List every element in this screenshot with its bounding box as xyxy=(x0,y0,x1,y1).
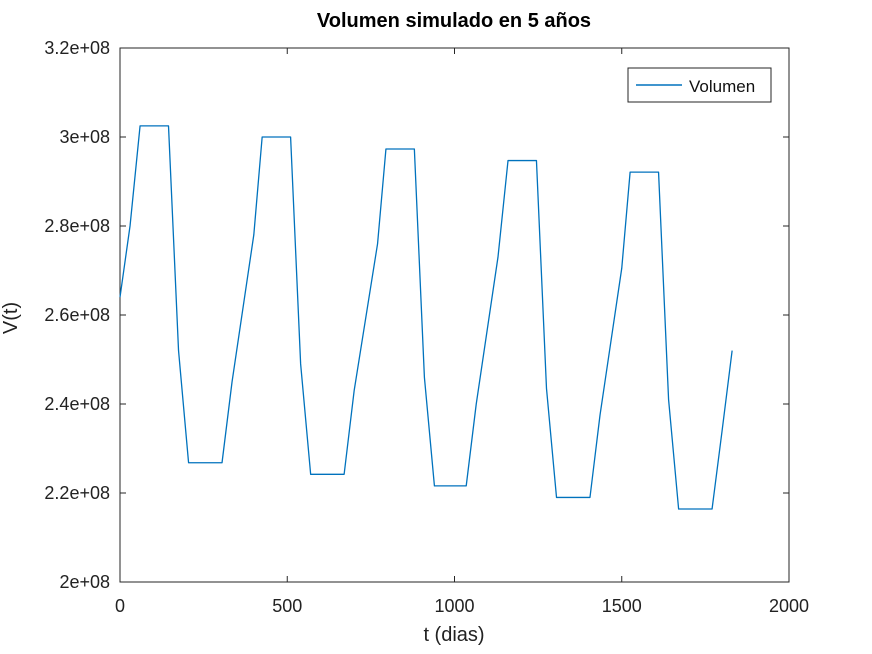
y-axis-label: V(t) xyxy=(0,302,22,334)
x-ticks: 0 500 1000 1500 2000 xyxy=(115,48,809,616)
x-axis-label: t (dias) xyxy=(423,624,484,646)
axes-box xyxy=(119,47,790,583)
y-tick-label: 3.2e+08 xyxy=(44,38,110,58)
y-tick-label: 2e+08 xyxy=(59,572,110,592)
x-tick-label: 2000 xyxy=(769,596,809,616)
x-tick-label: 1000 xyxy=(434,596,474,616)
y-tick-label: 3e+08 xyxy=(59,127,110,147)
chart-title: Volumen simulado en 5 años xyxy=(317,10,591,32)
legend-entry-volumen: Volumen xyxy=(689,77,755,96)
plot-area: 0 500 1000 1500 2000 2e+08 2.2e+08 2.4e+08 2.6e… xyxy=(44,38,809,616)
x-tick-label: 1500 xyxy=(602,596,642,616)
y-tick-label: 2.4e+08 xyxy=(44,394,110,414)
legend: Volumen xyxy=(627,67,772,103)
x-tick-label: 500 xyxy=(272,596,302,616)
x-tick-label: 0 xyxy=(115,596,125,616)
y-ticks: 2e+08 2.2e+08 2.4e+08 2.6e+08 2.8e+08 3e+08 3.… xyxy=(44,38,789,592)
y-tick-label: 2.2e+08 xyxy=(44,483,110,503)
series-line-volumen xyxy=(119,125,733,510)
y-tick-label: 2.6e+08 xyxy=(44,305,110,325)
series-layer xyxy=(119,125,733,510)
y-tick-label: 2.8e+08 xyxy=(44,216,110,236)
